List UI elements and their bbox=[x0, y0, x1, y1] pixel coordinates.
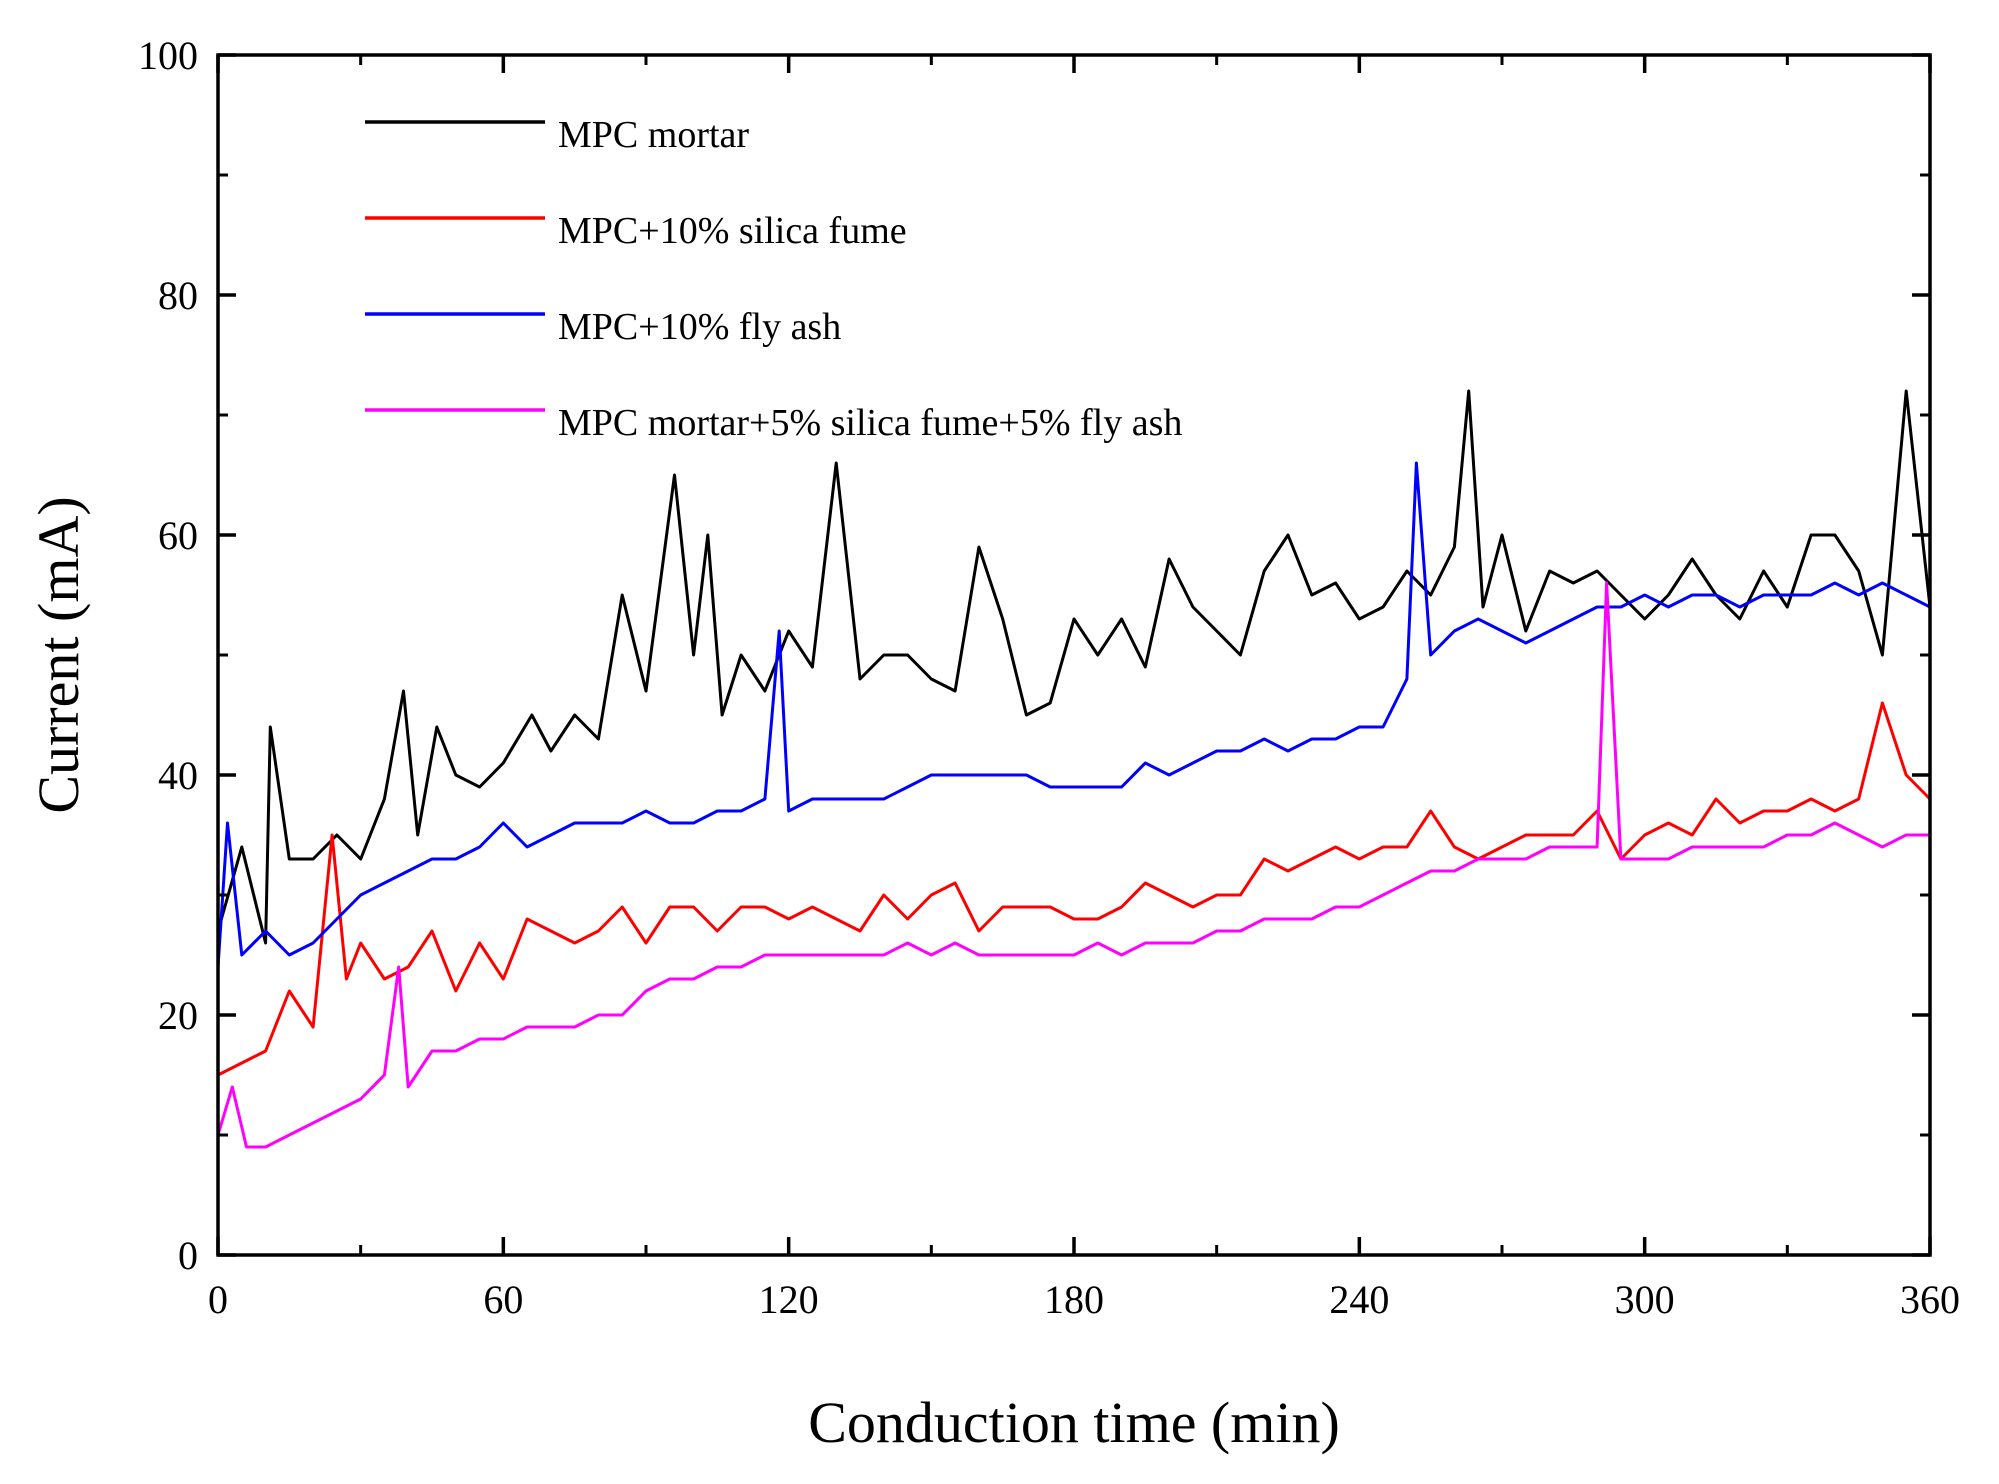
legend-label-1: MPC mortar bbox=[558, 114, 749, 156]
y-tick-label: 20 bbox=[158, 993, 198, 1038]
x-tick-label: 60 bbox=[483, 1277, 523, 1322]
legend-label-3: MPC+10% fly ash bbox=[558, 306, 841, 348]
x-tick-label: 180 bbox=[1044, 1277, 1104, 1322]
x-tick-label: 360 bbox=[1900, 1277, 1960, 1322]
y-axis-title: Current (mA) bbox=[26, 496, 91, 813]
axis-tick-labels: 0 60 120 180 240 300 360 0 20 40 60 80 100 bbox=[138, 33, 1960, 1322]
series-line-1 bbox=[216, 389, 1932, 945]
y-tick-label: 60 bbox=[158, 513, 198, 558]
series-line-3 bbox=[216, 461, 1931, 968]
axis-ticks bbox=[216, 53, 1932, 1257]
y-tick-label: 100 bbox=[138, 33, 198, 78]
series-line-4 bbox=[216, 581, 1930, 1149]
x-axis-title: Conduction time (min) bbox=[808, 1390, 1340, 1455]
series-line-2 bbox=[217, 701, 1932, 1077]
plot-frame bbox=[216, 53, 1932, 1257]
x-tick-label: 240 bbox=[1329, 1277, 1389, 1322]
legend-label-4: MPC mortar+5% silica fume+5% fly ash bbox=[558, 402, 1182, 444]
y-tick-label: 0 bbox=[178, 1233, 198, 1278]
legend: MPC mortar MPC+10% silica fume MPC+10% fly… bbox=[365, 114, 1182, 444]
x-tick-label: 300 bbox=[1615, 1277, 1675, 1322]
plot-lines bbox=[216, 389, 1932, 1149]
legend-label-2: MPC+10% silica fume bbox=[558, 210, 907, 252]
y-tick-label: 80 bbox=[158, 273, 198, 318]
y-tick-label: 40 bbox=[158, 753, 198, 798]
x-tick-label: 120 bbox=[759, 1277, 819, 1322]
x-tick-label: 0 bbox=[208, 1277, 228, 1322]
